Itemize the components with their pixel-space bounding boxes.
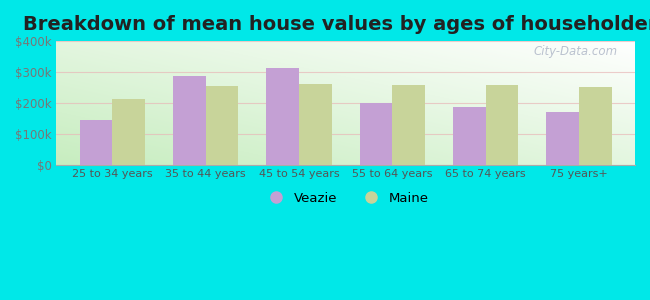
Bar <box>393 85 425 165</box>
Bar <box>112 99 145 165</box>
Bar <box>299 84 332 165</box>
Bar <box>547 112 579 165</box>
Bar <box>206 86 239 165</box>
Title: Breakdown of mean house values by ages of householders: Breakdown of mean house values by ages o… <box>23 15 650 34</box>
Bar <box>453 107 486 165</box>
Bar <box>579 87 612 165</box>
Text: City-Data.com: City-Data.com <box>534 45 618 58</box>
Bar <box>80 120 112 165</box>
Bar <box>266 68 299 165</box>
Bar <box>359 103 393 165</box>
Bar <box>486 85 518 165</box>
Legend: Veazie, Maine: Veazie, Maine <box>257 186 434 210</box>
Bar <box>173 76 206 165</box>
